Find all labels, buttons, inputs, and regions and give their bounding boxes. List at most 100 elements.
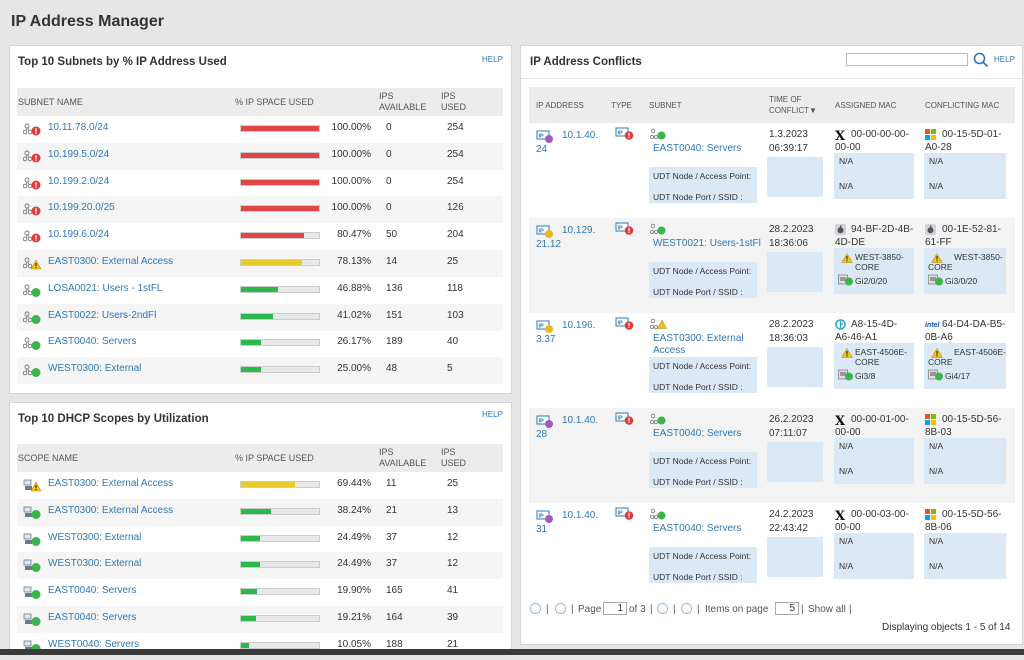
subnet-name-link[interactable]: EAST0022: Users-2ndFl — [48, 309, 157, 321]
col-ips-available[interactable]: IPS AVAILABLE — [379, 447, 427, 468]
usage-bar — [240, 615, 320, 622]
conflicting-node-link[interactable]: WEST-3850-CORE — [928, 252, 1003, 272]
ips-used: 13 — [447, 504, 459, 516]
ip-address-link[interactable]: 10.129. — [562, 225, 596, 236]
first-page-button[interactable] — [530, 603, 541, 614]
svg-text:IP: IP — [539, 324, 545, 330]
subnet-name-link[interactable]: EAST0300: External Access — [48, 256, 174, 267]
ips-available: 165 — [386, 585, 403, 597]
node-warning-icon — [931, 253, 943, 266]
udt-info-box — [649, 167, 757, 203]
scope-name-link[interactable]: EAST0300: External Access — [48, 504, 174, 516]
conflict-subnet-link[interactable]: EAST0300: External Access — [653, 333, 744, 356]
col-assigned-mac[interactable]: ASSIGNED MAC — [835, 101, 897, 110]
assigned-node-link[interactable]: EAST-4506E-CORE — [855, 347, 907, 367]
search-icon[interactable] — [973, 52, 989, 68]
udt-info-box — [649, 452, 757, 488]
usage-percent: 78.13% — [337, 256, 371, 267]
conflicting-port-link[interactable]: Gi4/17 — [945, 371, 971, 381]
subnet-name-link[interactable]: WEST0300: External — [48, 363, 142, 375]
dhcp-help-link[interactable]: HELP — [482, 410, 503, 419]
subnet-name-link[interactable]: 10.199.2.0/24 — [48, 175, 110, 187]
conflicts-help-link[interactable]: HELP — [994, 55, 1015, 64]
subnet-name-link[interactable]: 10.199.5.0/24 — [48, 148, 110, 160]
ip-address-link-cont[interactable]: 24 — [536, 144, 548, 155]
next-page-button[interactable] — [657, 603, 668, 614]
port-icon — [928, 369, 944, 384]
ip-address-link-cont[interactable]: 28 — [536, 429, 548, 440]
assigned-port-link[interactable]: Gi2/0/20 — [855, 276, 888, 286]
usage-bar — [240, 259, 320, 266]
subnet-name-link[interactable]: 10.199.20.0/25 — [48, 202, 115, 214]
ip-address-link[interactable]: 10.1.40. — [562, 510, 599, 521]
table-row: WEST0300: External 24.49% 37 12 — [17, 552, 503, 580]
assigned-port-na: N/A — [839, 466, 854, 476]
ips-used: 12 — [447, 558, 459, 570]
scope-name-link[interactable]: WEST0040: Servers — [48, 638, 140, 650]
assigned-vendor-icon: X — [835, 509, 846, 524]
assigned-port-na: N/A — [839, 561, 854, 571]
conflict-row: IP 10.129. 21.12 IP WEST0021: Users-1stF… — [529, 218, 1015, 313]
show-all-link[interactable]: Show all — [808, 604, 846, 615]
ip-address-link[interactable]: 10.1.40. — [562, 130, 599, 141]
col-ip-address[interactable]: IP ADDRESS — [536, 101, 584, 110]
conflict-subnet-link[interactable]: EAST0040: Servers — [653, 523, 742, 534]
conflict-subnet-link[interactable]: EAST0040: Servers — [653, 428, 742, 439]
subnets-help-link[interactable]: HELP — [482, 55, 503, 64]
ip-address-link[interactable]: 10.1.40. — [562, 415, 599, 426]
subnet-name-link[interactable]: 10.11.78.0/24 — [48, 122, 109, 133]
sort-desc-icon[interactable]: ▼ — [809, 106, 817, 115]
col-type[interactable]: TYPE — [611, 101, 632, 110]
ip-address-link[interactable]: 10.196. — [562, 320, 596, 331]
usage-bar — [240, 561, 320, 569]
assigned-node-na: N/A — [839, 441, 854, 451]
usage-percent: 100.00% — [331, 148, 371, 160]
items-on-page-input[interactable]: 5 — [775, 602, 799, 615]
col-ips-available[interactable]: IPS AVAILABLE — [379, 91, 427, 112]
col-ip-space-used[interactable]: % IP SPACE USED — [235, 453, 314, 463]
col-subnet-name[interactable]: SUBNET NAME — [18, 97, 83, 107]
conflicting-port-na: N/A — [929, 181, 944, 191]
conflict-type-icon: IP — [615, 507, 637, 524]
col-scope-name[interactable]: SCOPE NAME — [18, 453, 79, 463]
ips-used: 5 — [447, 363, 453, 375]
col-conflicting-mac[interactable]: CONFLICTING MAC — [925, 101, 1000, 110]
col-subnet[interactable]: SUBNET — [649, 101, 682, 110]
assigned-mac-cont: 4D-DE — [835, 237, 866, 248]
col-ip-space-used[interactable]: % IP SPACE USED — [235, 97, 314, 107]
table-row: 10.199.6.0/24 80.47% 50 204 — [17, 223, 503, 250]
subnet-status-icon — [649, 318, 668, 333]
scope-name-link[interactable]: EAST0300: External Access — [48, 478, 174, 489]
usage-percent: 24.49% — [337, 531, 371, 543]
col-ips-used[interactable]: IPS USED — [441, 91, 467, 112]
assigned-node-link[interactable]: WEST-3850-CORE — [855, 252, 904, 272]
last-page-button[interactable] — [681, 603, 692, 614]
scope-name-link[interactable]: EAST0040: Servers — [48, 612, 137, 623]
scope-name-link[interactable]: EAST0040: Servers — [48, 585, 137, 597]
conflicting-port-link[interactable]: Gi3/0/20 — [945, 276, 978, 286]
conflicting-mac-cont: 8B-06 — [925, 522, 952, 533]
subnet-name-link[interactable]: EAST0040: Servers — [48, 336, 137, 348]
conflict-subnet-link[interactable]: EAST0040: Servers — [653, 143, 742, 154]
time-detail-box — [767, 157, 823, 197]
col-ips-used[interactable]: IPS USED — [441, 447, 467, 468]
col-time-of-conflict-l2[interactable]: CONFLICT — [769, 106, 809, 115]
table-row: WEST0300: External 24.49% 37 12 — [17, 526, 503, 553]
subnet-name-link[interactable]: 10.199.6.0/24 — [48, 229, 110, 241]
ip-address-link-cont[interactable]: 3.37 — [536, 334, 556, 345]
assigned-mac: 00-00-03-00- — [851, 509, 909, 520]
col-time-of-conflict-l1[interactable]: TIME OF — [769, 95, 802, 104]
subnet-name-link[interactable]: LOSA0021: Users - 1stFL — [48, 282, 163, 294]
scope-name-link[interactable]: WEST0300: External — [48, 531, 142, 543]
conflict-subnet-link[interactable]: WEST0021: Users-1stFl — [653, 238, 761, 249]
conflicting-node-link[interactable]: EAST-4506E-CORE — [928, 347, 1006, 367]
ips-available: 14 — [386, 256, 398, 267]
conflicts-search-input[interactable] — [846, 53, 968, 66]
ip-address-link-cont[interactable]: 21.12 — [536, 239, 562, 250]
ip-address-link-cont[interactable]: 31 — [536, 524, 548, 535]
assigned-port-link[interactable]: Gi3/8 — [855, 371, 876, 381]
prev-page-button[interactable] — [555, 603, 566, 614]
page-title: IP Address Manager — [11, 13, 164, 30]
scope-name-link[interactable]: WEST0300: External — [48, 558, 142, 570]
page-input[interactable]: 1 — [603, 602, 627, 615]
